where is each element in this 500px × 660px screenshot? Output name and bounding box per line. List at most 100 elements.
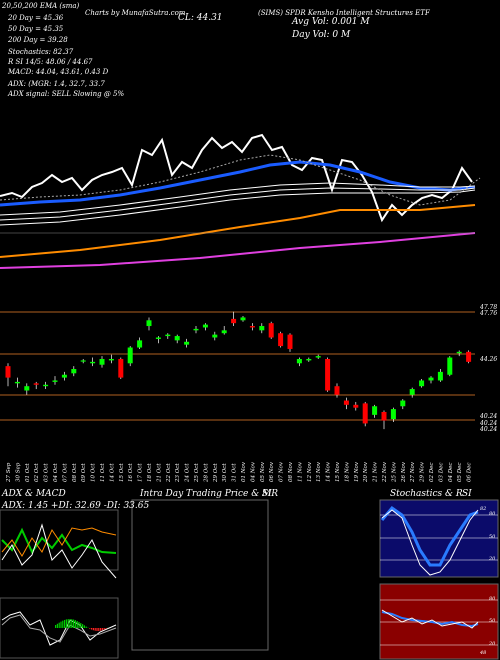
date-tick-label: 20 Nov	[363, 461, 369, 483]
candle-body	[24, 386, 30, 391]
date-tick-label: 07 Nov	[279, 461, 285, 482]
rsi-panel	[379, 583, 499, 660]
macd-bar	[67, 619, 69, 628]
date-tick-label: 26 Nov	[401, 461, 407, 483]
candle-body	[90, 361, 96, 364]
date-tick-label: 02 Dec	[429, 463, 435, 483]
macd-bar	[83, 625, 85, 628]
macd-bar	[89, 628, 91, 629]
candle-body	[259, 326, 265, 331]
date-tick-label: 11 Nov	[297, 461, 303, 482]
macd-bar	[69, 619, 71, 628]
adx-panel-title: ADX & MACD	[2, 489, 66, 499]
candle-body	[5, 366, 11, 378]
date-tick-label: 17 Oct	[138, 463, 144, 482]
date-tick-label: 27 Sep	[6, 462, 12, 483]
date-tick-label: 22 Nov	[382, 461, 388, 483]
candle-body	[372, 406, 378, 415]
candle-body	[231, 318, 237, 324]
stoch-panel	[379, 499, 499, 578]
candle-body	[14, 381, 20, 384]
ema20-label: 20 Day = 45.36	[8, 14, 64, 22]
date-tick-label: 08 Nov	[288, 461, 294, 482]
date-tick-label: 18 Nov	[344, 461, 350, 482]
candle-body	[362, 403, 368, 424]
stoch-current: 82	[480, 506, 487, 512]
candle-body	[43, 384, 49, 387]
candle-body	[315, 356, 321, 358]
price-label-low-b: 40.24	[480, 420, 498, 427]
macd-bar	[101, 628, 103, 631]
date-tick-label: 25 Oct	[194, 463, 200, 483]
date-tick-label: 05 Dec	[457, 463, 463, 483]
candle-body	[221, 330, 227, 334]
macd-bar	[82, 624, 84, 628]
candle-body	[428, 377, 434, 381]
date-tick-label: 19 Nov	[354, 461, 360, 482]
rsi-tick-20: 20	[489, 641, 496, 647]
date-tick-label: 21 Nov	[373, 461, 379, 483]
dotted-line	[0, 154, 481, 206]
candle-body	[390, 409, 396, 420]
candle-body	[456, 351, 462, 354]
macd-bar	[73, 619, 75, 628]
date-tick-label: 01 Nov	[241, 461, 247, 482]
date-tick-label: 16 Oct	[128, 463, 134, 482]
date-tick-label: 13 Nov	[316, 461, 322, 482]
macd-bar	[55, 625, 57, 628]
macd-bar	[76, 620, 78, 628]
candle-body	[343, 400, 349, 405]
date-tick-label: 15 Nov	[335, 461, 341, 482]
candle-body	[381, 411, 387, 421]
close-label: CL: 44.31	[178, 13, 223, 23]
candle-body	[466, 351, 472, 362]
date-tick-label: 31 Oct	[232, 463, 238, 482]
candle-body	[400, 400, 406, 407]
price-label-mid: 44.26	[480, 356, 498, 363]
intraday-panel	[131, 499, 269, 651]
candle-body	[165, 334, 171, 337]
date-tick-label: 15 Oct	[119, 463, 125, 482]
macd-bar	[105, 628, 107, 629]
adx-signal-label: ADX signal: SELL Slowing @ 5%	[8, 90, 125, 98]
price-label-top-a: 47.78	[480, 304, 498, 311]
rsi-tick-50: 50	[489, 618, 496, 624]
date-tick-label: 28 Oct	[203, 463, 209, 483]
candle-body	[137, 340, 143, 348]
candle-body	[334, 386, 340, 395]
date-tick-label: 02 Oct	[34, 463, 40, 482]
macd-bar	[94, 628, 96, 631]
macd-bar	[96, 628, 98, 631]
candle-body	[447, 357, 453, 375]
candle-body	[268, 323, 274, 338]
date-tick-label: 04 Nov	[250, 461, 256, 482]
date-tick-label: 30 Sep	[15, 462, 21, 482]
macd-bar	[60, 621, 62, 628]
date-tick-label: 18 Oct	[147, 463, 153, 482]
intraday-title: Intra Day Trading Price & MR	[140, 489, 279, 499]
ema50-line-2	[0, 187, 476, 221]
date-tick-label: 11 Oct	[100, 463, 106, 482]
macd-label: MACD: 44.04, 43.61, 0.43 D	[8, 68, 109, 76]
macd-bar	[78, 621, 80, 628]
date-tick-label: 04 Oct	[53, 463, 59, 482]
ema50-line-3	[0, 189, 476, 226]
date-tick-label: 12 Nov	[307, 461, 313, 482]
date-tick-label: 27 Nov	[410, 461, 416, 483]
candle-body	[249, 326, 255, 328]
candle-body	[409, 389, 415, 395]
candle-body	[202, 324, 208, 328]
price-label-top-b: 47.76	[480, 310, 498, 317]
date-tick-label: 21 Oct	[156, 463, 162, 483]
macd-bar	[85, 626, 87, 628]
ema20-line	[0, 160, 476, 207]
candle-body	[240, 317, 246, 321]
candle-group	[5, 311, 472, 430]
candle-body	[146, 320, 152, 327]
stoch-label: Stochastics: 82.37	[8, 48, 74, 56]
macd-bar	[92, 628, 94, 631]
macd-bar	[64, 619, 66, 628]
avg-vol-label: Avg Vol: 0.001 M	[292, 17, 370, 27]
date-tick-label: 06 Dec	[467, 463, 473, 483]
